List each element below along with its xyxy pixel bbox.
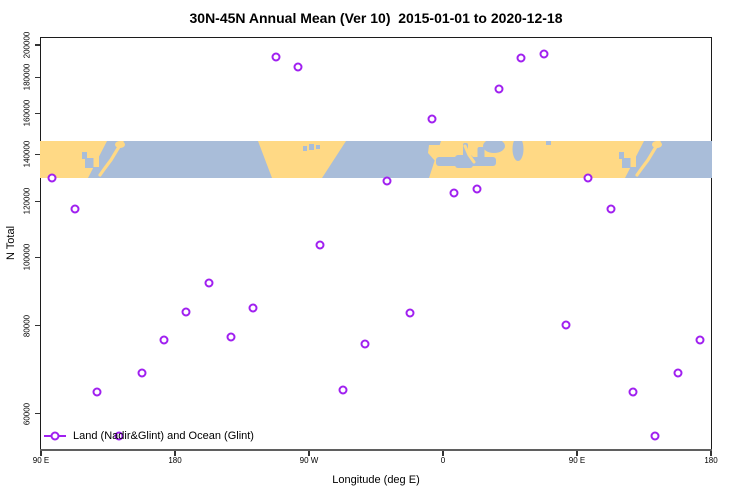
- data-point: [226, 332, 236, 342]
- y-tick-label: 100000: [22, 243, 32, 271]
- y-tick-label: 140000: [22, 140, 32, 168]
- ocean-mediterranean-central: [455, 155, 473, 168]
- x-axis-label: Longitude (deg E): [332, 474, 420, 486]
- data-point: [427, 114, 437, 124]
- y-tick-label: 80000: [22, 314, 32, 337]
- y-tick-label: 180000: [22, 63, 32, 91]
- data-point: [293, 62, 303, 72]
- chart-title: 30N-45N Annual Mean (Ver 10) 2015-01-01 …: [189, 10, 563, 26]
- y-tick-mark: [35, 256, 40, 258]
- data-point: [449, 188, 459, 198]
- data-point: [650, 431, 660, 441]
- y-tick-mark: [35, 324, 40, 327]
- y-tick-mark: [35, 44, 40, 46]
- land-italy: [463, 144, 476, 164]
- data-point: [628, 387, 638, 397]
- data-point: [137, 368, 146, 378]
- ocean-bohai-repeat: [619, 152, 624, 159]
- ocean-great-lakes: [316, 145, 320, 149]
- y-axis-label: N Total: [5, 225, 17, 261]
- ocean-atlantic: [322, 141, 441, 178]
- land-korea-repeat: [630, 146, 636, 167]
- data-point: [181, 307, 191, 317]
- x-tick-label: 0: [440, 456, 446, 465]
- data-point: [248, 303, 258, 313]
- ocean-pacific-repeat: [625, 141, 712, 178]
- data-point: [539, 49, 548, 59]
- data-point: [315, 240, 325, 250]
- y-tick-label: 60000: [22, 402, 32, 425]
- y-tick-label: 160000: [22, 99, 32, 127]
- data-point: [472, 184, 481, 194]
- x-tick-label: 90 W: [299, 456, 319, 465]
- ocean-great-lakes: [309, 144, 314, 150]
- land-hokkaido-repeat: [652, 141, 662, 148]
- data-point: [606, 204, 615, 214]
- x-tick-mark: [308, 451, 310, 456]
- data-point: [204, 278, 213, 288]
- y-tick-mark: [35, 112, 40, 114]
- data-point: [70, 204, 79, 214]
- x-tick-mark: [576, 451, 578, 456]
- y-tick-label: 200000: [22, 31, 32, 59]
- ocean-great-lakes: [303, 146, 307, 151]
- legend-marker-circle: [50, 431, 60, 441]
- x-tick-label: 180: [168, 456, 182, 465]
- ocean-pacific: [88, 141, 272, 178]
- data-point: [114, 431, 124, 441]
- y-tick-mark: [35, 200, 40, 202]
- ocean-aral: [546, 141, 551, 145]
- legend-label: Land (Nadir&Glint) and Ocean (Glint): [73, 430, 254, 442]
- land-hokkaido: [115, 141, 125, 148]
- y-tick-mark: [35, 76, 40, 78]
- data-point: [695, 335, 705, 345]
- data-point: [516, 53, 526, 63]
- x-tick-label: 90 E: [32, 456, 50, 465]
- data-point: [561, 320, 571, 330]
- y-tick-mark: [35, 153, 40, 155]
- x-tick-mark: [442, 451, 444, 456]
- data-point: [673, 368, 682, 378]
- ocean-caspian: [512, 141, 524, 161]
- data-point: [92, 387, 102, 397]
- ocean-black-sea: [483, 141, 505, 153]
- x-tick-mark: [40, 451, 42, 456]
- x-tick-label: 90 E: [568, 456, 586, 465]
- data-point: [583, 173, 593, 183]
- x-tick-label: 180: [704, 456, 718, 465]
- y-tick-mark: [35, 413, 40, 415]
- plot-frame: [40, 37, 712, 451]
- data-point: [382, 176, 392, 186]
- land-korea: [93, 146, 99, 167]
- map-band: [40, 141, 712, 178]
- data-point: [47, 173, 57, 183]
- data-point: [271, 52, 280, 62]
- x-axis-line: [40, 449, 712, 452]
- ocean-aegean: [477, 147, 485, 160]
- y-tick-label: 120000: [22, 188, 32, 215]
- x-tick-mark: [174, 451, 176, 456]
- data-point: [405, 308, 414, 318]
- data-point: [494, 84, 504, 94]
- x-tick-mark: [710, 451, 712, 456]
- ocean-yellow-sea-repeat: [622, 158, 631, 168]
- data-point: [159, 335, 169, 345]
- data-point: [338, 385, 347, 395]
- ocean-yellow-sea: [85, 158, 94, 168]
- ocean-bohai: [82, 152, 87, 159]
- data-point: [360, 339, 370, 349]
